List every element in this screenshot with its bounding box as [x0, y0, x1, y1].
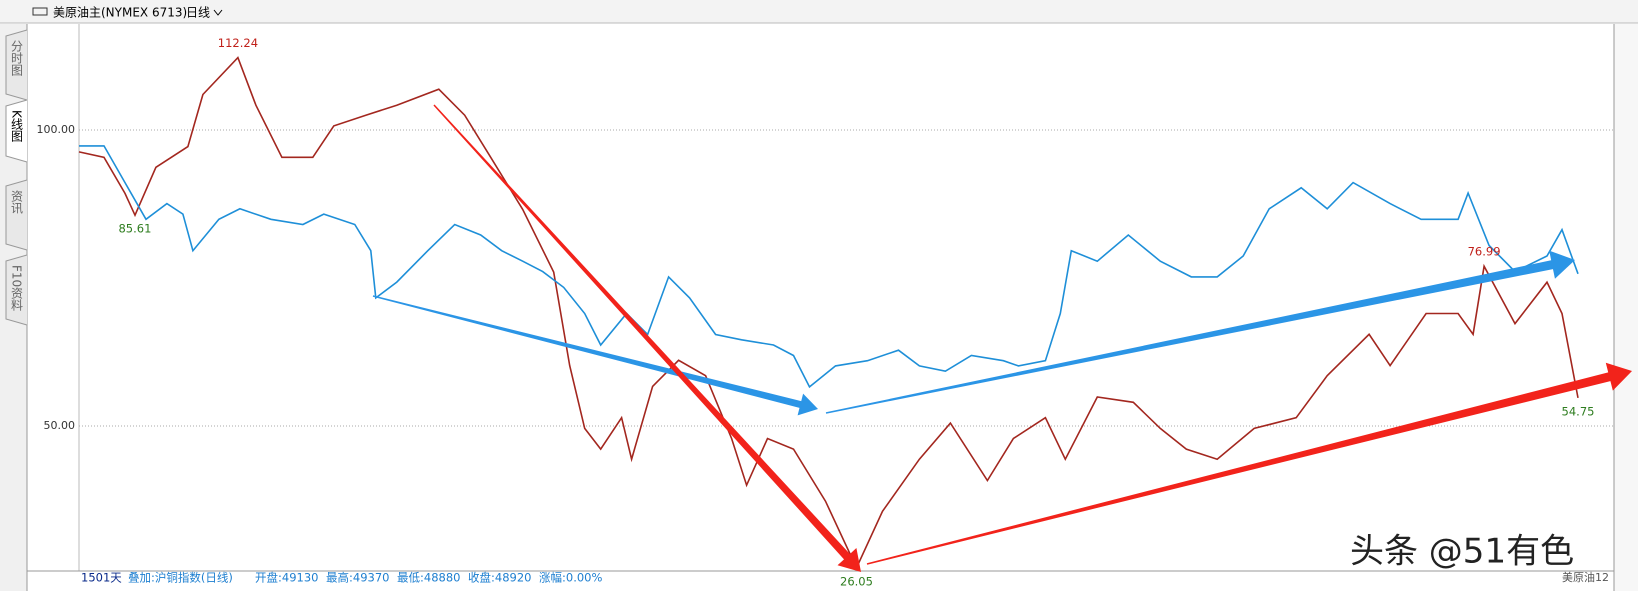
status-high: 最高:49370: [326, 571, 389, 585]
trend-arrow: [433, 104, 861, 573]
symbol-title: 美原油主(NYMEX 6713): [53, 6, 187, 20]
tab-shape: [5, 99, 28, 163]
status-open: 开盘:49130: [255, 571, 318, 585]
footer-label: 美原油12: [1562, 570, 1609, 584]
status-close: 收盘:48920: [468, 571, 531, 585]
side-tab[interactable]: 分时图: [10, 40, 24, 76]
trend-arrow: [825, 250, 1575, 414]
status-change: 涨幅:0.00%: [539, 571, 602, 585]
tab-shape: [5, 254, 28, 326]
trend-arrow: [372, 295, 818, 416]
tab-shape: [5, 29, 28, 101]
price-label: 76.99: [1468, 245, 1501, 259]
side-tab[interactable]: K线图: [10, 110, 24, 142]
right-panel: [1614, 24, 1638, 591]
side-tab[interactable]: F10资料: [10, 265, 24, 311]
tab-shape: [5, 179, 28, 251]
y-tick-label: 100.00: [37, 123, 76, 136]
price-label: 26.05: [840, 574, 873, 588]
top-bar: [0, 0, 1638, 23]
series-line: [79, 145, 1579, 389]
y-tick-label: 50.00: [44, 419, 76, 432]
period-caret[interactable]: [213, 9, 223, 16]
period-selector[interactable]: 日线: [186, 6, 210, 20]
price-label: 54.75: [1562, 404, 1595, 418]
trend-arrow: [866, 362, 1632, 565]
side-tab[interactable]: 资讯: [10, 190, 24, 215]
price-label: 112.24: [218, 36, 258, 50]
watermark: 头条 @51有色: [1350, 532, 1574, 572]
plot-area: 50.00 100.00 112.24 85.61 26.05 76.99 54.75: [37, 36, 1632, 588]
price-label: 85.61: [118, 222, 151, 236]
status-overlay: 叠加:沪铜指数(日线): [128, 571, 233, 585]
status-low: 最低:48880: [397, 571, 460, 585]
link-icon: [32, 7, 48, 16]
status-days: 1501天: [81, 571, 122, 585]
